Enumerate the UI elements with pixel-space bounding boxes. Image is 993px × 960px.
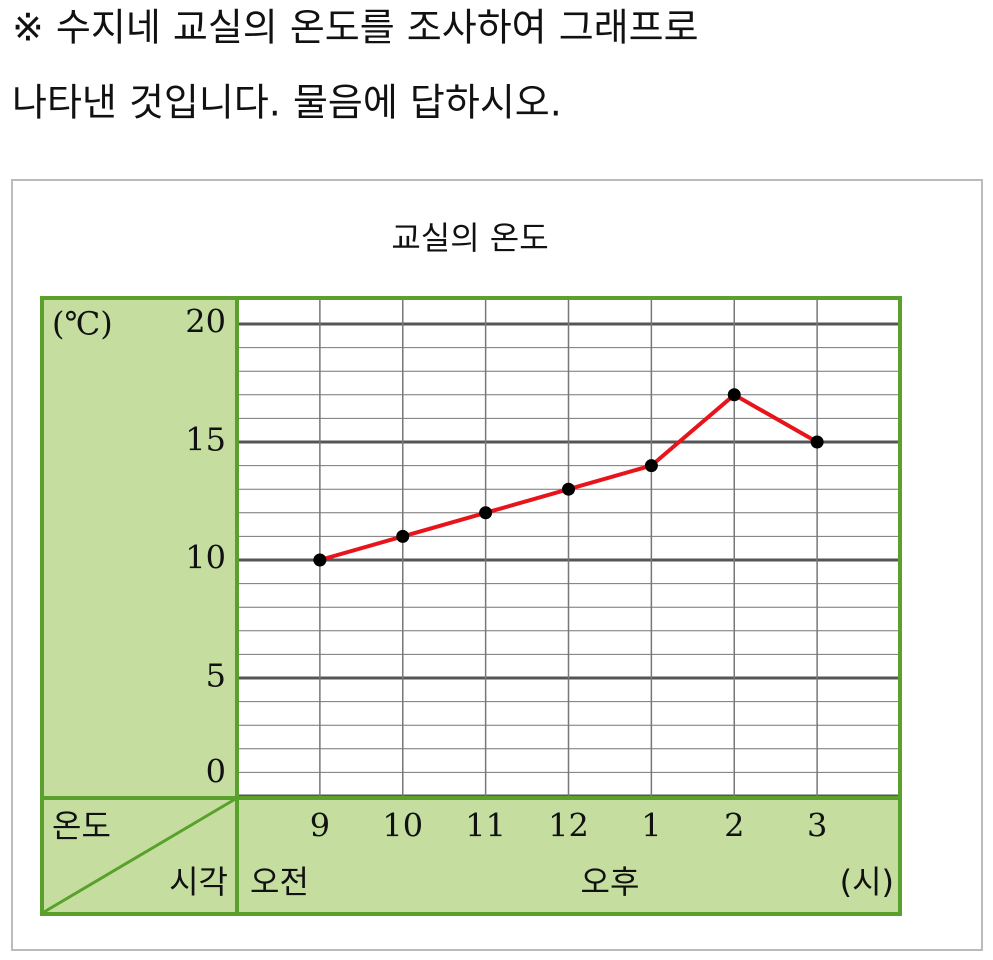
data-point <box>479 506 493 520</box>
y-tick-label: 10 <box>185 539 226 577</box>
data-point <box>810 435 824 449</box>
corner-label: 시각 <box>169 863 228 901</box>
period-label: 오전 <box>250 863 309 901</box>
chart-title: 교실의 온도 <box>391 219 548 257</box>
x-tick-label: 2 <box>724 807 744 845</box>
x-tick-label: 1 <box>641 807 661 845</box>
corner-diagonal <box>43 796 238 914</box>
y-axis-unit: (℃) <box>52 305 113 343</box>
y-tick-label: 0 <box>206 753 226 791</box>
x-tick-label: 10 <box>382 807 423 845</box>
question-line: 나타낸 것입니다. 물음에 답하시오. <box>12 81 562 125</box>
x-tick-label: 3 <box>807 807 827 845</box>
y-panel <box>42 298 237 798</box>
data-point <box>396 529 410 543</box>
x-panel <box>42 798 900 914</box>
x-axis-unit: (시) <box>840 863 894 901</box>
y-tick-label: 20 <box>185 303 226 341</box>
x-tick-label: 12 <box>548 807 589 845</box>
y-tick-label: 5 <box>206 657 226 695</box>
chart-box <box>11 179 983 951</box>
question-line: ※ 수지네 교실의 온도를 조사하여 그래프로 <box>12 6 699 50</box>
frame <box>40 296 902 916</box>
data-point <box>313 553 327 567</box>
y-tick-label: 15 <box>185 421 226 459</box>
x-tick-label: 11 <box>465 807 506 845</box>
data-point <box>562 482 575 496</box>
data-point <box>644 459 658 473</box>
period-label: 오후 <box>581 863 640 901</box>
corner-label: 온도 <box>52 807 111 845</box>
x-tick-label: 9 <box>310 807 330 845</box>
data-point <box>727 388 741 402</box>
